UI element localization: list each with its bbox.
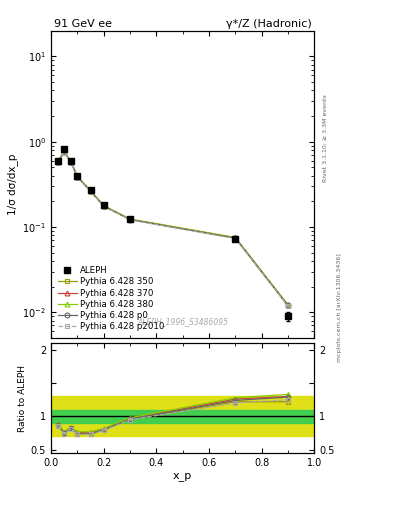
Text: γ*/Z (Hadronic): γ*/Z (Hadronic): [226, 19, 312, 29]
X-axis label: x_p: x_p: [173, 471, 192, 481]
Y-axis label: Ratio to ALEPH: Ratio to ALEPH: [18, 365, 27, 432]
Text: ALEPH_1996_S3486095: ALEPH_1996_S3486095: [137, 316, 228, 326]
Y-axis label: 1/σ dσ/dx_p: 1/σ dσ/dx_p: [7, 154, 18, 215]
Text: Rivet 3.1.10; ≥ 3.3M events: Rivet 3.1.10; ≥ 3.3M events: [323, 94, 328, 182]
Text: mcplots.cern.ch [arXiv:1306.3436]: mcplots.cern.ch [arXiv:1306.3436]: [337, 253, 342, 361]
Text: 91 GeV ee: 91 GeV ee: [54, 19, 112, 29]
Legend: ALEPH, Pythia 6.428 350, Pythia 6.428 370, Pythia 6.428 380, Pythia 6.428 p0, Py: ALEPH, Pythia 6.428 350, Pythia 6.428 37…: [55, 264, 167, 334]
